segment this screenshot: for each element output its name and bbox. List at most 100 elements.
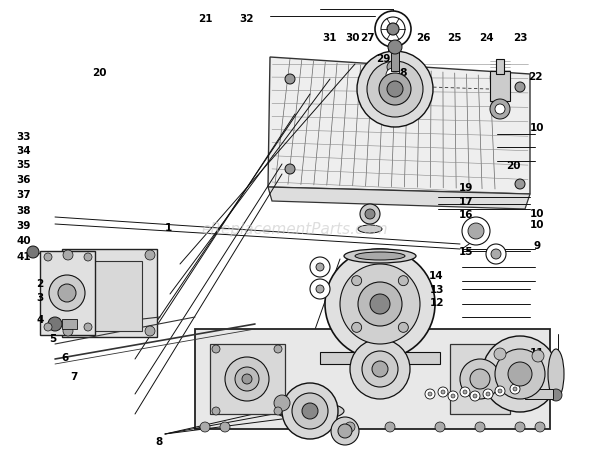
Ellipse shape [276,402,344,420]
Circle shape [382,57,404,79]
Circle shape [352,276,362,286]
Circle shape [44,323,52,331]
Circle shape [451,394,455,398]
Circle shape [483,389,493,399]
Circle shape [350,339,410,399]
Bar [388,48,398,56]
Text: 20: 20 [92,67,106,78]
Circle shape [357,52,433,128]
Circle shape [310,280,330,299]
Circle shape [372,361,388,377]
Text: 9: 9 [533,241,540,251]
Text: 39: 39 [17,221,31,231]
Ellipse shape [358,225,382,234]
Text: 12: 12 [430,297,444,307]
Text: 33: 33 [17,132,31,142]
Text: 15: 15 [459,246,473,257]
Circle shape [379,62,407,90]
Ellipse shape [355,252,405,260]
Text: 8: 8 [156,436,163,446]
Ellipse shape [548,349,564,399]
Circle shape [491,249,501,259]
Text: 11: 11 [530,347,544,358]
Circle shape [460,387,470,397]
Text: 2: 2 [37,279,44,289]
Text: 27: 27 [360,33,374,43]
Text: 6: 6 [61,352,68,362]
Text: 19: 19 [459,182,473,192]
Circle shape [362,351,398,387]
Text: 30: 30 [346,33,360,43]
Circle shape [235,367,259,391]
Circle shape [242,374,252,384]
Circle shape [44,253,52,262]
Text: 29: 29 [376,54,391,64]
Circle shape [340,264,420,344]
Circle shape [316,263,324,271]
Circle shape [358,282,402,326]
Circle shape [145,326,155,336]
Circle shape [398,323,408,333]
Circle shape [274,407,282,415]
Text: 17: 17 [459,197,473,207]
Circle shape [200,422,210,432]
Circle shape [463,390,467,394]
Text: 24: 24 [480,33,494,43]
Circle shape [352,323,362,333]
Circle shape [515,83,525,93]
Bar [195,329,550,429]
Circle shape [370,294,390,314]
Circle shape [388,41,402,55]
Circle shape [486,245,506,264]
Text: 36: 36 [17,175,31,185]
Ellipse shape [320,350,440,366]
Circle shape [470,391,480,401]
Bar [391,50,399,72]
Circle shape [495,105,505,115]
Circle shape [387,24,399,36]
Circle shape [212,345,220,353]
Text: 23: 23 [513,33,527,43]
Circle shape [285,75,295,85]
Circle shape [225,357,269,401]
Text: 16: 16 [459,210,473,220]
Text: 37: 37 [17,190,31,200]
Text: 25: 25 [447,33,461,43]
Circle shape [285,165,295,174]
Text: 34: 34 [17,146,31,156]
Circle shape [532,350,544,362]
Bar [320,352,440,364]
Bar [496,60,504,75]
Circle shape [375,12,411,48]
Text: 5: 5 [50,334,57,344]
Circle shape [302,403,318,419]
Bar [210,344,285,414]
Text: 10: 10 [530,208,544,218]
Circle shape [63,251,73,260]
Circle shape [398,276,408,286]
Text: 4: 4 [37,314,44,324]
Circle shape [282,383,338,439]
Circle shape [460,359,500,399]
Circle shape [63,326,73,336]
Circle shape [58,285,76,302]
Circle shape [515,422,525,432]
Circle shape [331,417,359,445]
Circle shape [367,62,423,118]
Circle shape [513,387,517,391]
Circle shape [482,336,558,412]
Bar [80,262,142,331]
Circle shape [486,392,490,396]
Circle shape [145,251,155,260]
Text: eReplacementParts.com: eReplacementParts.com [202,222,388,237]
Circle shape [510,384,520,394]
Ellipse shape [344,249,416,263]
Circle shape [316,285,324,293]
Text: 13: 13 [430,284,444,294]
Circle shape [428,392,432,396]
Circle shape [438,387,448,397]
Circle shape [495,386,505,396]
Text: 20: 20 [506,160,520,170]
Circle shape [535,422,545,432]
Polygon shape [268,58,530,195]
